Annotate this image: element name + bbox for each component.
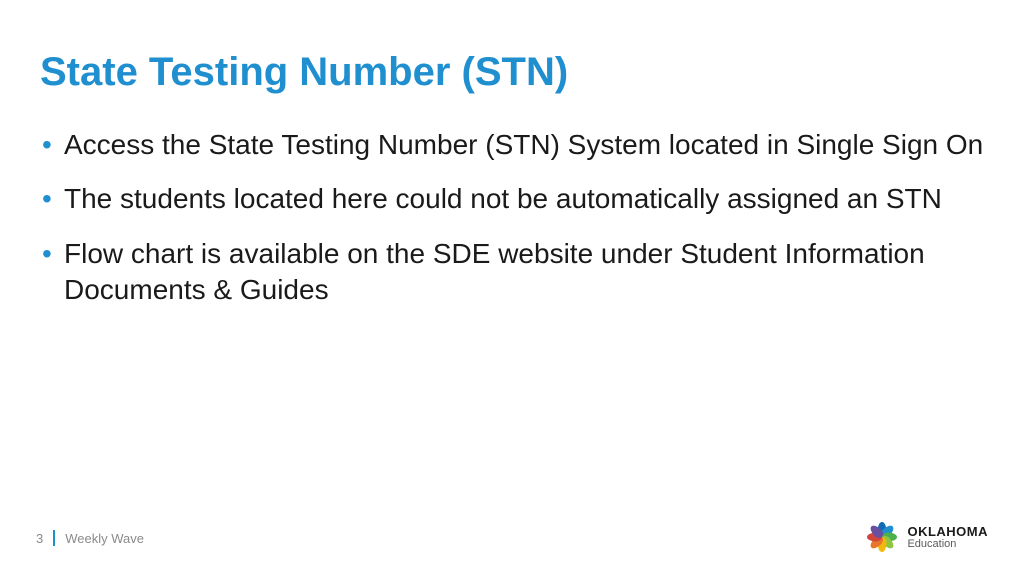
slide: State Testing Number (STN) Access the St… [0, 0, 1024, 576]
logo-text: OKLAHOMA Education [907, 525, 988, 550]
logo-line1: OKLAHOMA [907, 525, 988, 538]
bullet-item: Flow chart is available on the SDE websi… [42, 236, 984, 309]
footer-divider [53, 530, 55, 546]
footer-label: Weekly Wave [65, 531, 144, 546]
logo-mark-icon [865, 520, 899, 554]
bullet-list: Access the State Testing Number (STN) Sy… [40, 127, 984, 309]
bullet-item: Access the State Testing Number (STN) Sy… [42, 127, 984, 163]
page-number: 3 [36, 531, 43, 546]
brand-logo: OKLAHOMA Education [865, 520, 988, 554]
logo-line2: Education [907, 539, 988, 550]
slide-title: State Testing Number (STN) [40, 50, 984, 95]
footer: 3 Weekly Wave [36, 530, 144, 546]
bullet-item: The students located here could not be a… [42, 181, 984, 217]
